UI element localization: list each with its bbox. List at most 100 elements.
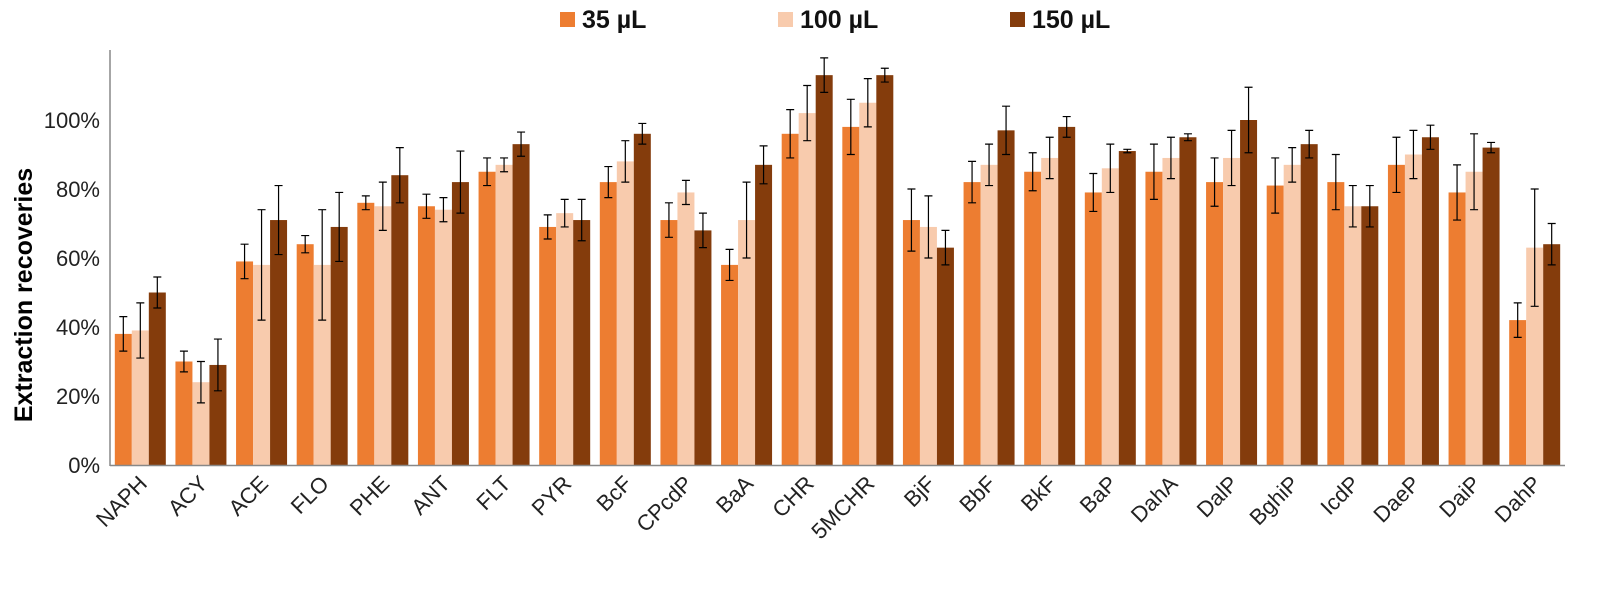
x-tick-label: BkF xyxy=(1016,471,1061,516)
legend-label: 100 µL xyxy=(800,6,878,34)
y-tick-label: 60% xyxy=(56,246,100,271)
error-bar xyxy=(924,195,933,259)
error-bar xyxy=(213,338,222,392)
bar-BbF-2 xyxy=(997,130,1015,465)
error-bar xyxy=(500,157,509,173)
bar-BaP-0 xyxy=(1084,192,1102,465)
error-bar xyxy=(422,193,431,219)
error-bar xyxy=(1045,136,1054,180)
x-tick-label: IcdP xyxy=(1316,471,1365,520)
error-bar xyxy=(1470,133,1479,211)
bar-5MCHR-2 xyxy=(876,75,894,466)
legend: 35 µL 100 µL 150 µL xyxy=(560,6,1110,34)
bar-DahP-1 xyxy=(1526,247,1544,465)
bar-DahA-1 xyxy=(1162,157,1180,465)
error-bar xyxy=(439,197,448,223)
bar-DaiP-0 xyxy=(1448,192,1466,465)
x-tick-label: BcF xyxy=(592,471,637,516)
error-bar xyxy=(577,198,586,242)
bar-NAPH-2 xyxy=(148,292,166,465)
x-tick-label: DalP xyxy=(1192,471,1243,522)
bar-BkF-1 xyxy=(1041,157,1059,465)
bar-FLO-0 xyxy=(296,244,314,465)
bar-BaA-1 xyxy=(738,220,756,465)
bar-BcF-1 xyxy=(616,161,634,465)
error-bar xyxy=(456,150,465,214)
x-tick-label: ANT xyxy=(406,471,455,520)
legend-label: 35 µL xyxy=(582,6,646,34)
x-tick-label: DahA xyxy=(1126,471,1183,528)
error-bar xyxy=(318,209,327,321)
error-bar xyxy=(1123,148,1132,154)
error-bar xyxy=(1392,136,1401,194)
error-bar xyxy=(240,243,249,280)
error-bar xyxy=(153,276,162,309)
x-tick-label: PYR xyxy=(527,471,577,521)
error-bar xyxy=(179,350,188,373)
error-bar xyxy=(1530,188,1539,307)
bar-NAPH-0 xyxy=(114,333,132,465)
error-bar xyxy=(820,57,829,93)
error-bar xyxy=(1183,133,1192,142)
x-tick-label: FLO xyxy=(286,471,334,519)
error-bar xyxy=(1348,184,1357,228)
error-bar xyxy=(1453,164,1462,221)
bar-ACY-0 xyxy=(175,361,193,465)
error-bar xyxy=(1106,143,1115,194)
x-tick-label: BbF xyxy=(954,471,1000,517)
bar-ACY-2 xyxy=(209,364,227,465)
bar-DaeP-2 xyxy=(1421,137,1439,465)
y-axis-label: Extraction recoveries xyxy=(10,168,38,422)
bars xyxy=(114,57,1561,466)
x-tick-label: CHR xyxy=(767,471,818,522)
bar-DahA-2 xyxy=(1179,137,1197,465)
error-bar xyxy=(1426,124,1435,150)
bar-BjF-1 xyxy=(919,226,937,465)
bar-BghiP-1 xyxy=(1283,164,1301,465)
error-bar xyxy=(1409,129,1418,180)
y-tick-label: 40% xyxy=(56,315,100,340)
error-bar xyxy=(378,181,387,231)
bar-PYR-2 xyxy=(573,220,591,465)
error-bar xyxy=(907,188,916,252)
error-bar xyxy=(941,229,950,266)
bar-ANT-0 xyxy=(417,206,435,465)
error-bar xyxy=(1149,143,1158,200)
bar-ACE-0 xyxy=(236,261,254,465)
error-bar xyxy=(638,122,647,145)
legend-swatch xyxy=(560,12,575,27)
x-tick-label: FLT xyxy=(471,471,515,515)
x-tick-label: PHE xyxy=(345,471,395,521)
error-bar xyxy=(1002,105,1011,156)
bar-CHR-1 xyxy=(798,113,816,465)
error-bar xyxy=(604,165,613,199)
x-tick-label: BaP xyxy=(1075,471,1122,518)
bar-DaeP-1 xyxy=(1404,154,1422,465)
x-tick-label: 5MCHR xyxy=(806,471,879,544)
bar-PYR-0 xyxy=(539,226,557,465)
error-bar xyxy=(681,179,690,206)
bar-DahA-0 xyxy=(1145,171,1163,465)
error-bar xyxy=(698,212,707,249)
bar-CHR-2 xyxy=(815,75,833,466)
bar-CPcdP-0 xyxy=(660,220,678,465)
bar-BaA-2 xyxy=(755,164,773,465)
error-bar xyxy=(301,234,310,254)
x-tick-label: DahP xyxy=(1490,471,1547,528)
bar-ACE-2 xyxy=(270,220,288,465)
bar-BcF-0 xyxy=(599,182,617,465)
error-bar xyxy=(1166,136,1175,180)
x-tick-label: BjF xyxy=(899,471,940,512)
error-bar xyxy=(361,195,370,211)
error-bar xyxy=(1513,302,1522,338)
legend-swatch xyxy=(778,12,793,27)
bar-DalP-1 xyxy=(1223,157,1241,465)
error-bar xyxy=(846,98,855,156)
error-bar xyxy=(517,131,526,157)
y-tick-label: 20% xyxy=(56,384,100,409)
x-tick-label: DaeP xyxy=(1368,471,1425,528)
bar-5MCHR-1 xyxy=(859,102,877,465)
error-bar xyxy=(742,181,751,259)
error-bar xyxy=(803,84,812,142)
bar-DalP-0 xyxy=(1206,182,1224,465)
